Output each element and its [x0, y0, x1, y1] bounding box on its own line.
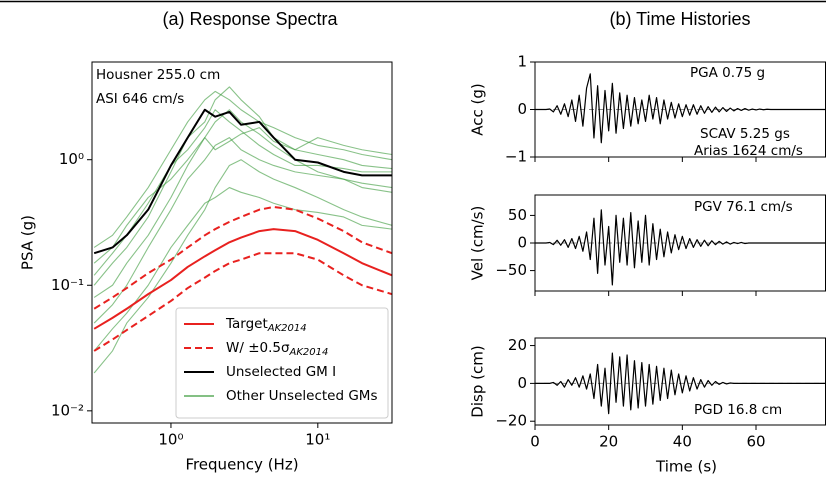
x-tick-label: 40	[673, 433, 692, 451]
plot-area	[535, 352, 826, 415]
series-line	[93, 90, 392, 248]
series-line	[93, 86, 392, 286]
series-line	[93, 137, 392, 324]
legend-label-main: Target	[225, 316, 268, 332]
series-line	[93, 187, 392, 352]
x-axis-label: Time (s)	[655, 458, 717, 476]
y-tick-label: 1	[517, 53, 527, 71]
legend-label: Other Unselected GMs	[226, 388, 377, 404]
legend-label: W/ ±0.5σAK2014	[226, 340, 328, 358]
legend-label-sub: AK2014	[267, 323, 307, 334]
legend-label-main: Unselected GM I	[226, 364, 336, 380]
y-tick-label: 10⁰	[59, 150, 84, 168]
y-axis-label: Vel (cm/s)	[469, 206, 487, 281]
y-tick-label: 0	[517, 234, 527, 252]
legend-label-main: W/ ±0.5σ	[226, 340, 290, 356]
series-line	[93, 127, 392, 264]
y-axis-label: Disp (cm)	[469, 345, 487, 417]
y-tick-label: −1	[505, 148, 527, 166]
x-tick-label: 20	[599, 433, 618, 451]
y-tick-label: 50	[508, 206, 527, 224]
legend-label-main: Other Unselected GMs	[226, 388, 377, 404]
series-line	[93, 159, 392, 374]
y-axis-label: PSA (g)	[19, 215, 37, 270]
series-line	[535, 352, 826, 415]
series-line	[535, 209, 826, 286]
y-tick-label: 10⁻¹	[51, 276, 84, 294]
series-line	[93, 109, 392, 298]
legend-label: Unselected GM I	[226, 364, 336, 380]
x-tick-label: 0	[530, 433, 540, 451]
series-line	[93, 206, 392, 310]
x-tick-label: 10¹	[305, 431, 330, 449]
annotation: PGD 16.8 cm	[694, 402, 782, 418]
legend-label-sub: AK2014	[289, 347, 329, 358]
axes-frame	[91, 61, 393, 424]
y-tick-label: 0	[517, 100, 527, 118]
annotation: Housner 255.0 cm	[96, 67, 220, 83]
annotation: SCAV 5.25 gs	[700, 126, 790, 142]
y-tick-label: 10⁻²	[51, 401, 84, 419]
plot-area	[535, 209, 826, 286]
chart-title: (a) Response Spectra	[162, 9, 338, 29]
y-tick-label: −50	[495, 261, 527, 279]
y-tick-label: −20	[495, 412, 527, 430]
y-tick-label: 20	[508, 336, 527, 354]
annotation: Arias 1624 cm/s	[694, 143, 803, 159]
y-tick-label: 0	[517, 374, 527, 392]
legend-box	[175, 307, 389, 419]
annotation: PGV 76.1 cm/s	[694, 199, 793, 215]
y-axis-label: Acc (g)	[469, 83, 487, 136]
plot-area	[535, 73, 826, 144]
series-line	[93, 228, 392, 330]
legend-label: TargetAK2014	[225, 316, 307, 334]
plot-area	[93, 86, 392, 374]
series-line	[93, 108, 392, 255]
x-tick-label: 60	[746, 433, 765, 451]
series-line	[535, 73, 826, 144]
annotation: ASI 646 cm/s	[96, 91, 184, 107]
series-line	[93, 252, 392, 352]
chart-title: (b) Time Histories	[609, 9, 750, 29]
x-tick-label: 10⁰	[158, 431, 183, 449]
annotation: PGA 0.75 g	[690, 65, 765, 81]
x-axis-label: Frequency (Hz)	[185, 456, 298, 474]
